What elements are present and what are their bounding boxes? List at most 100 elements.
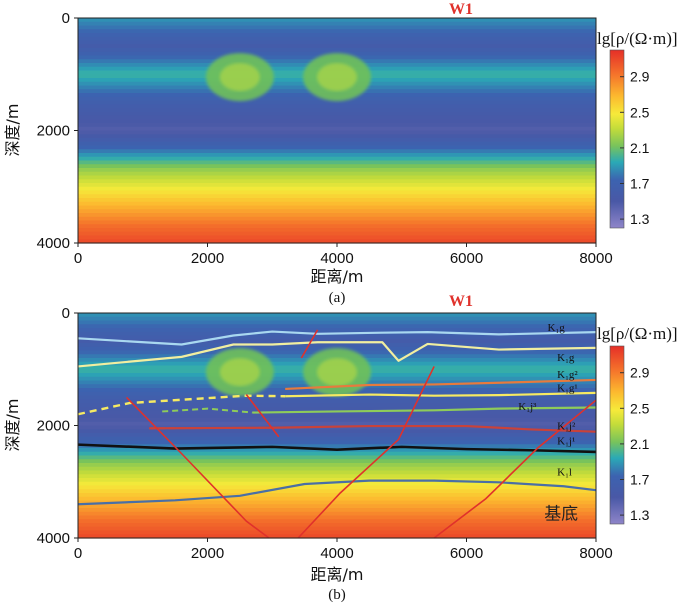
fault-line — [433, 399, 597, 539]
colorbar-tick-label: 2.5 — [630, 104, 650, 120]
panel-b-x-label: 距离/m — [311, 565, 364, 584]
heatmap-band — [78, 40, 596, 45]
anomaly-core — [219, 358, 260, 387]
heatmap-band — [78, 523, 596, 528]
horizon-line — [77, 330, 597, 346]
heatmap-band — [78, 455, 596, 460]
heatmap-band — [78, 18, 596, 23]
x-tick-label: 0 — [74, 250, 82, 267]
heatmap-band — [78, 433, 596, 438]
heatmap-band — [78, 466, 596, 472]
heatmap-band — [78, 519, 596, 524]
heatmap-band — [78, 164, 596, 169]
heatmap-band — [78, 436, 596, 442]
heatmap-band — [78, 186, 596, 192]
heatmap-band — [78, 209, 596, 214]
heatmap-band — [78, 440, 596, 445]
heatmap-band — [78, 515, 596, 520]
stratum-label: K₁l — [557, 467, 572, 479]
heatmap-band — [78, 220, 596, 225]
colorbar-title: lg[ρ/(Ω·m)] — [597, 29, 678, 48]
stratum-label: K₁j¹ — [557, 436, 575, 448]
panel-a: 0 2000 4000 6000 8000 0 2000 4000 距离/m 深度/m (a… — [3, 1, 678, 306]
horizon-dashed — [162, 407, 253, 414]
x-tick-label: 0 — [74, 545, 82, 562]
horizon-dashed — [77, 394, 286, 416]
heatmap-band — [78, 451, 596, 457]
heatmap-band — [78, 156, 596, 162]
heatmap-band — [78, 481, 596, 487]
heatmap-band — [78, 190, 596, 195]
heatmap-band — [78, 478, 596, 483]
y-tick-label: 2000 — [37, 123, 70, 140]
heatmap-band — [78, 395, 596, 400]
heatmap-band — [78, 239, 596, 244]
heatmap-band — [78, 21, 596, 27]
fault-line — [245, 394, 280, 438]
heatmap-band — [78, 320, 596, 325]
panel-a-y-axis: 0 2000 4000 — [37, 10, 78, 252]
stratum-label: K₁g — [557, 352, 575, 364]
heatmap-band — [78, 134, 596, 139]
horizon-line — [285, 378, 597, 391]
fault-line — [297, 366, 435, 539]
heatmap-band — [78, 171, 596, 177]
panel-a-anomalies — [205, 53, 371, 102]
heatmap-band — [78, 335, 596, 340]
heatmap-band — [78, 205, 596, 210]
heatmap-band — [78, 414, 596, 419]
heatmap-band — [78, 235, 596, 240]
heatmap-band — [78, 526, 596, 532]
heatmap-band — [78, 108, 596, 113]
panel-b-y-label: 深度/m — [3, 399, 22, 452]
horizon-line — [252, 406, 597, 414]
panel-b-y-axis: 0 2000 4000 — [37, 305, 78, 547]
heatmap-band — [78, 198, 596, 203]
heatmap-band — [78, 33, 596, 38]
x-tick-label: 8000 — [579, 545, 612, 562]
panel-a-y-label: 深度/m — [3, 104, 22, 157]
heatmap-band — [78, 179, 596, 184]
anomaly-core — [317, 63, 357, 92]
heatmap-band — [78, 231, 596, 237]
colorbar-tick-label: 2.9 — [630, 365, 650, 381]
colorbar-tick-label: 1.7 — [630, 176, 650, 192]
heatmap-band — [78, 530, 596, 535]
heatmap-band — [78, 228, 596, 233]
heatmap-band — [78, 508, 596, 513]
heatmap-band — [78, 216, 596, 222]
heatmap-band — [78, 418, 596, 423]
colorbar-title: lg[ρ/(Ω·m)] — [597, 324, 678, 343]
panel-a-x-label: 距离/m — [311, 267, 364, 286]
panel-b-horizons — [77, 330, 597, 506]
heatmap-band — [78, 316, 596, 322]
heatmap-band — [78, 138, 596, 143]
heatmap-band — [78, 463, 596, 468]
panel-a-colorbar: lg[ρ/(Ω·m)] 1.3 1.7 2.1 2.5 2.9 — [597, 29, 678, 229]
colorbar-tick-label: 2.1 — [630, 436, 650, 452]
x-tick-label: 6000 — [450, 545, 483, 562]
y-tick-label: 4000 — [37, 530, 70, 547]
heatmap-band — [78, 444, 596, 449]
horizon-line — [285, 391, 597, 398]
heatmap-band — [78, 410, 596, 415]
heatmap-band — [78, 160, 596, 165]
stratum-label: 基底 — [544, 505, 578, 525]
horizon-dashed — [149, 426, 273, 430]
panel-b-faults — [125, 329, 597, 539]
heatmap-band — [78, 194, 596, 199]
heatmap-band — [78, 399, 596, 404]
heatmap-band — [78, 421, 596, 427]
panel-a-bands — [78, 18, 596, 244]
heatmap-band — [78, 406, 596, 412]
heatmap-band — [78, 48, 596, 53]
heatmap-band — [78, 130, 596, 135]
y-tick-label: 2000 — [37, 418, 70, 435]
heatmap-band — [78, 175, 596, 180]
heatmap-band — [78, 313, 596, 318]
colorbar-tick-label: 1.7 — [630, 472, 650, 488]
heatmap-band — [78, 141, 596, 147]
panel-b-well-label: W1 — [449, 293, 473, 310]
